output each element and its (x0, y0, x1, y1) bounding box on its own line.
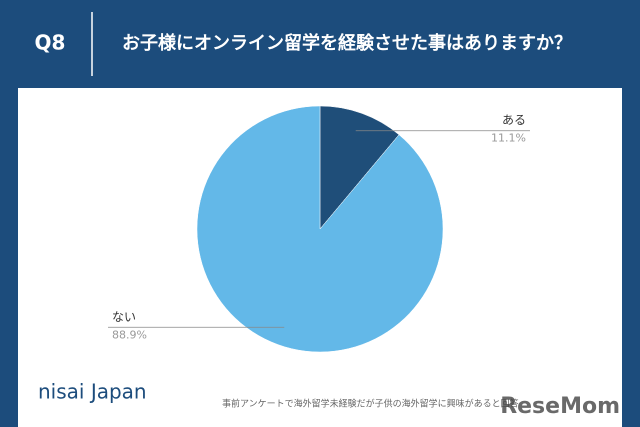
watermark: ReseMom (500, 394, 620, 419)
slice-label: ない (112, 310, 136, 324)
slice-label: ある (502, 113, 526, 127)
value-label: 11.1% (491, 132, 526, 145)
brand: nisai Japan (38, 380, 147, 404)
pie-slice (319, 105, 400, 230)
chart-title: お子様にオンライン留学を経験させた事はありますか？ (122, 32, 572, 54)
footnote: 事前アンケートで海外留学未経験だが子供の海外留学に興味があると回答 (222, 398, 519, 410)
value-label: 88.9% (112, 328, 147, 341)
pie-slice (196, 105, 444, 353)
question-number: Q8 (35, 31, 66, 55)
